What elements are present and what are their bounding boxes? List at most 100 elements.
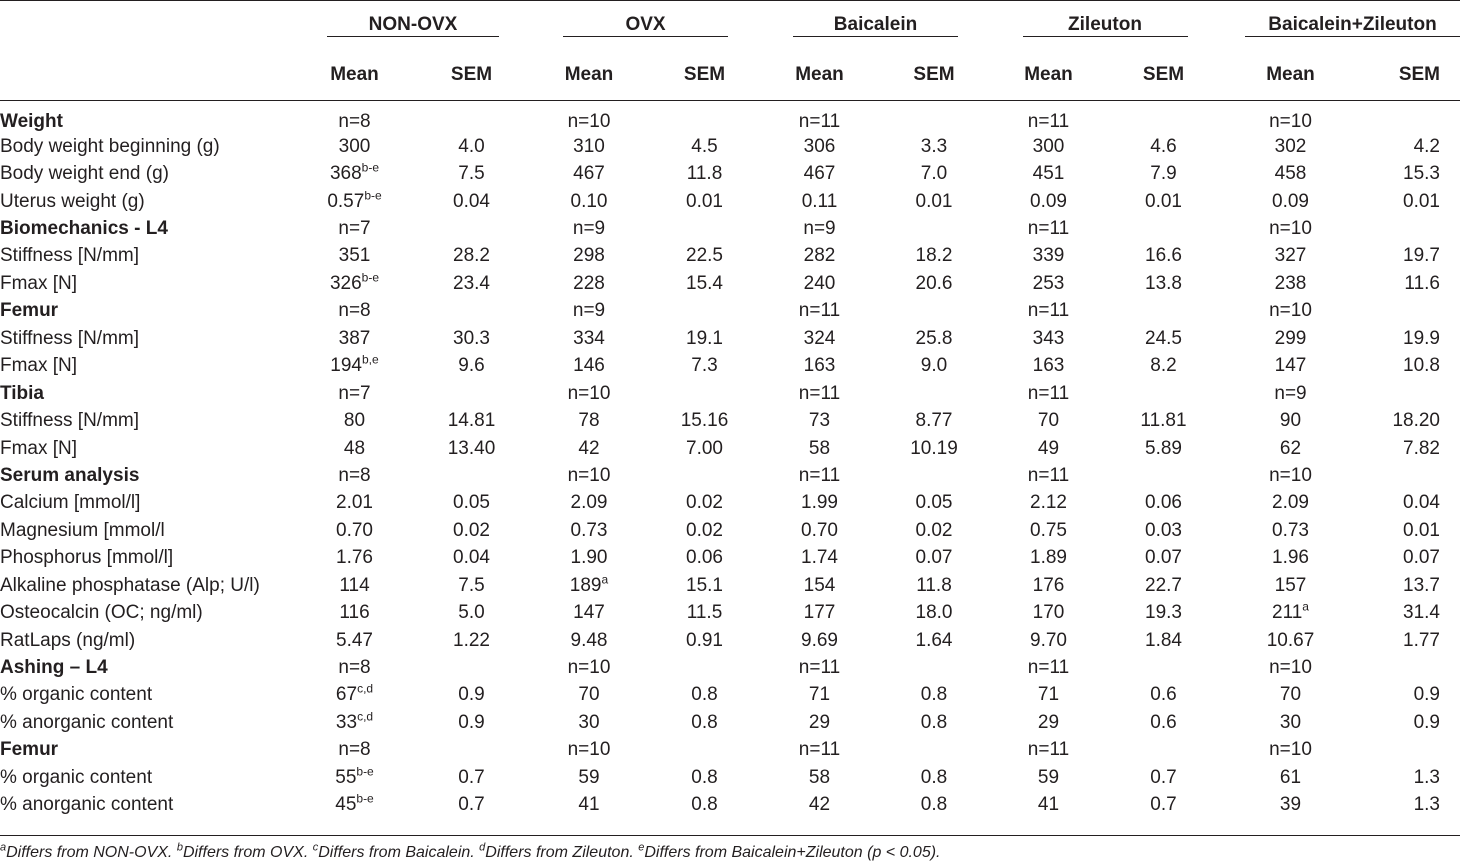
mean-cell: 299 <box>1220 325 1361 352</box>
mean-cell: 71 <box>761 682 878 709</box>
mean-value: 58 <box>808 766 831 788</box>
empty-cell <box>648 737 761 764</box>
sem-cell: 13.8 <box>1145 272 1182 294</box>
mean-cell: 211a <box>1220 599 1361 626</box>
table-row: Stiffness [N/mm] 351 28.2 298 22.5 282 18.2 339… <box>0 243 1460 270</box>
sem-cell: 0.7 <box>1150 794 1177 816</box>
empty-cell <box>878 654 990 681</box>
sample-size-cell: n=11 <box>1027 464 1070 486</box>
sem-cell: 24.5 <box>1145 327 1182 349</box>
empty-cell <box>1107 380 1220 407</box>
sem-cell: 19.3 <box>1145 602 1182 624</box>
sample-size-cell: n=8 <box>338 739 371 761</box>
sample-size-cell: n=10 <box>567 657 611 679</box>
mean-value: 48 <box>343 437 366 459</box>
mean-cell: 10.67 <box>1220 627 1361 654</box>
sub-header-sem: SEM <box>683 64 726 85</box>
mean-value: 0.75 <box>1030 519 1067 541</box>
sem-cell: 0.05 <box>453 492 490 514</box>
mean-value: 302 <box>1274 135 1307 157</box>
mean-value: 211 <box>1272 602 1303 624</box>
sem-cell: 0.9 <box>1413 711 1440 733</box>
sem-cell: 15.3 <box>1403 163 1440 185</box>
table-row: Uterus weight (g) 0.57b-e 0.04 0.10 0.01 0.11… <box>0 188 1460 215</box>
mean-cell: 30 <box>1220 709 1361 736</box>
mean-cell: 61 <box>1220 764 1361 791</box>
sample-size-cell: n=10 <box>567 739 611 761</box>
mean-cell: 170 <box>990 599 1107 626</box>
mean-cell: 67c,d <box>296 682 413 709</box>
mean-cell: 451 <box>990 160 1107 187</box>
significance-superscript: b-e <box>361 160 380 175</box>
empty-cell <box>1361 298 1460 325</box>
row-label: Stiffness [N/mm] <box>0 410 140 432</box>
sem-cell: 0.7 <box>458 766 485 788</box>
mean-cell: 147 <box>530 599 648 626</box>
mean-cell: 189a <box>530 572 648 599</box>
mean-value: 9.69 <box>801 629 838 651</box>
mean-value: 41 <box>578 794 600 816</box>
mean-value: 67 <box>335 684 358 706</box>
empty-cell <box>413 737 530 764</box>
sem-cell: 15.4 <box>686 272 723 294</box>
sem-cell: 11.5 <box>686 602 723 624</box>
mean-cell: 59 <box>530 764 648 791</box>
mean-value: 80 <box>343 410 366 432</box>
sem-cell: 28.2 <box>453 245 490 267</box>
mean-cell: 116 <box>296 599 413 626</box>
table-row: RatLaps (ng/ml) 5.47 1.22 9.48 0.91 9.69 1.64 9… <box>0 627 1460 654</box>
table-row: Body weight beginning (g) 300 4.0 310 4.5 306… <box>0 133 1460 160</box>
mean-value: 176 <box>1032 574 1065 596</box>
mean-value: 58 <box>808 437 831 459</box>
sem-cell: 7.00 <box>686 437 723 459</box>
sem-cell: 0.8 <box>691 684 718 706</box>
mean-value: 1.76 <box>336 547 373 569</box>
row-label: % organic content <box>0 684 153 706</box>
sub-header-sem: SEM <box>450 64 493 85</box>
mean-cell: 70 <box>530 682 648 709</box>
sem-cell: 15.1 <box>686 574 723 596</box>
mean-value: 306 <box>803 135 836 157</box>
mean-cell: 1.96 <box>1220 545 1361 572</box>
sem-cell: 4.2 <box>1413 135 1440 157</box>
mean-value: 238 <box>1274 272 1307 294</box>
mean-cell: 298 <box>530 243 648 270</box>
mean-cell: 146 <box>530 353 648 380</box>
table-row: Body weight end (g) 368b-e 7.5 467 11.8 467 7.… <box>0 160 1460 187</box>
mean-value: 0.09 <box>1272 190 1309 212</box>
mean-cell: 1.90 <box>530 545 648 572</box>
mean-cell: 49 <box>990 435 1107 462</box>
mean-cell: 228 <box>530 270 648 297</box>
mean-value: 45 <box>335 794 357 816</box>
mean-cell: 42 <box>761 792 878 819</box>
sem-cell: 22.7 <box>1145 574 1182 596</box>
mean-value: 116 <box>339 602 370 624</box>
footnote-text: Differs from NON-OVX. <box>6 844 177 861</box>
mean-value: 228 <box>573 272 605 294</box>
sem-cell: 0.8 <box>920 766 948 788</box>
mean-value: 163 <box>803 355 836 377</box>
mean-value: 70 <box>578 684 600 706</box>
sem-cell: 1.77 <box>1403 629 1440 651</box>
section-row: Biomechanics - L4 n=7 n=9 n=9 n=11 n=10 <box>0 215 1460 242</box>
section-label: Serum analysis <box>0 464 140 486</box>
mean-value: 1.89 <box>1030 547 1067 569</box>
mean-value: 2.01 <box>336 492 373 514</box>
sample-size-cell: n=10 <box>1269 218 1312 240</box>
mean-value: 30 <box>1279 711 1302 733</box>
sub-header-mean: Mean <box>330 64 379 85</box>
empty-cell <box>413 298 530 325</box>
table-top-rule <box>0 0 1460 1</box>
mean-value: 71 <box>808 684 831 706</box>
sem-cell: 14.81 <box>447 410 496 432</box>
mean-value: 177 <box>803 602 836 624</box>
row-label: Magnesium [mmol/l <box>0 519 165 541</box>
sem-cell: 25.8 <box>915 327 953 349</box>
sem-cell: 7.0 <box>920 163 948 185</box>
mean-cell: 9.48 <box>530 627 648 654</box>
mean-value: 334 <box>573 327 605 349</box>
sample-size-cell: n=11 <box>1027 657 1070 679</box>
row-label: Phosphorus [mmol/l] <box>0 547 174 569</box>
table-row: % organic content 67c,d 0.9 70 0.8 71 0.8 71 0.6… <box>0 682 1460 709</box>
significance-superscript: a <box>1302 599 1309 614</box>
